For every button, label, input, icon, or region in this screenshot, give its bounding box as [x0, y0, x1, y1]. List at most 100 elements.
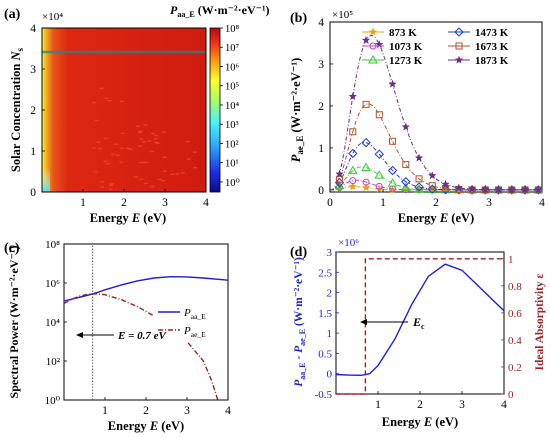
colorbar-title: Paa_E (W·m⁻²·eV⁻¹) [170, 3, 270, 19]
panel-c-xtick-label: 3 [184, 405, 190, 417]
series-marker [374, 170, 385, 179]
panel-b-xtick-label: 3 [486, 197, 492, 209]
heatmap-speck [114, 143, 119, 145]
panel-d-ytick-right-label: 1 [508, 254, 514, 266]
heatmap-speck [108, 188, 113, 191]
heatmap-speck [94, 119, 99, 122]
legend-label: 873 K [389, 27, 417, 39]
panel-d-ytick-left-label: 0 [327, 369, 333, 381]
series-marker [375, 182, 383, 190]
panel-c-legend: Paa_E Pae_E [154, 300, 226, 342]
panel-a: (a) ×10⁴ 1 2 3 4 0 1 2 3 4 Energy E (eV) Solar C… [4, 3, 270, 225]
panel-b-xlabel: Energy E (eV) [398, 211, 474, 225]
series-marker [402, 161, 410, 169]
series-line [63, 275, 229, 302]
series-marker [369, 42, 377, 50]
heatmap-speck [91, 147, 96, 149]
panel-b-frame [329, 21, 543, 193]
panel-c-xtick-label: 1 [102, 405, 108, 417]
panel-c-label: (c) [4, 241, 20, 256]
series-marker [361, 162, 371, 172]
series-marker [347, 165, 358, 175]
heatmap-speck [107, 99, 112, 102]
panel-d-ytick-left-label: 1 [327, 328, 333, 340]
legend-label: 1073 K [389, 41, 423, 53]
panel-d-ytick-left-label: 1.5 [318, 308, 332, 320]
panel-d-ylabel-left: Paa_E - Pae_E (W·m⁻²·eV⁻¹) [293, 257, 307, 387]
panel-d-xtick-label: 2 [417, 399, 423, 411]
panel-b-label: (b) [290, 11, 307, 26]
panel-d-ytick-right-label: 0.8 [508, 281, 522, 293]
series-marker [388, 79, 397, 88]
colorbar-tick-label: 10³ [225, 120, 239, 131]
series-marker [389, 137, 397, 145]
series-marker [348, 148, 358, 159]
heatmap-speck [162, 156, 167, 158]
series-marker [428, 182, 436, 190]
panel-b: (b) ×10⁵ 0 1 2 3 4 0 1 2 3 4 873 K 1473 K 1073 K 167… [289, 9, 545, 225]
heatmap-speck [139, 178, 144, 180]
heatmap-speck [138, 130, 143, 132]
panel-a-ytick-label: 3 [30, 64, 36, 76]
panel-d-xtick-label: 3 [459, 399, 465, 411]
panel-d-ylabel-right: Ideal Absorptivity ε [534, 273, 546, 370]
panel-d-y-exponent: ×10⁶ [338, 237, 359, 249]
heatmap-speck [157, 178, 162, 181]
heatmap-speck [139, 138, 144, 140]
colorbar-tick-label: 10⁵ [225, 82, 240, 93]
annotation-arrowhead-d [360, 319, 367, 325]
series-marker [401, 176, 411, 187]
series-marker [494, 185, 503, 194]
panel-d-label: (d) [290, 245, 307, 260]
heatmap-speck [115, 154, 120, 157]
series-marker [400, 182, 411, 191]
panel-c-xtick-label: 2 [143, 405, 149, 417]
series-marker [481, 185, 490, 194]
panel-d-xlabel: Energy E (eV) [382, 415, 458, 429]
heatmap-speck [193, 167, 198, 169]
panel-b-xtick-label: 0 [327, 197, 333, 209]
heatmap-specks [91, 87, 198, 191]
heatmap-speck [181, 172, 186, 174]
panel-a-xtick-label: 1 [80, 197, 86, 209]
heatmap-speck [121, 132, 126, 135]
heatmap-speck [119, 147, 124, 149]
heatmap-speck [170, 173, 175, 175]
series-marker [374, 149, 384, 159]
panel-c-series [63, 244, 229, 401]
heatmap-speck [99, 87, 104, 89]
series-marker [336, 175, 344, 183]
heatmap-speck [105, 163, 110, 165]
colorbar-tick-label: 10⁷ [225, 43, 240, 54]
heatmap-speck [175, 173, 180, 175]
panel-c-xtick-label: 4 [225, 405, 231, 417]
heatmap-low-band [42, 28, 50, 192]
panel-c-legend-box [154, 300, 226, 342]
panel-d-ytick-right-label: 0.4 [508, 335, 522, 347]
panel-d-series [335, 258, 505, 395]
panel-a-ytick-label: 1 [30, 146, 36, 158]
panel-b-xtick-label: 4 [539, 197, 545, 209]
series-marker [520, 185, 530, 194]
series-marker [361, 35, 371, 44]
panel-b-series [329, 34, 544, 195]
legend-label-paa: Paa_E [183, 307, 206, 321]
heatmap-speck [98, 147, 103, 150]
colorbar-tick-label: 10⁴ [225, 101, 240, 112]
heatmap-speck [99, 186, 104, 188]
panel-a-ylabel: Solar Concentration Ns [9, 47, 25, 172]
heatmap-speck [186, 158, 191, 160]
heatmap-speck [104, 137, 109, 140]
panel-b-ytick-label: 3 [318, 59, 324, 71]
panel-d-ytick-left-label: 2 [327, 288, 333, 300]
series-marker [454, 27, 464, 37]
series-marker [454, 55, 464, 64]
heatmap-speck [92, 101, 97, 104]
panel-b-ylabel: Pae_E(W·m⁻²·eV⁻¹) [289, 58, 305, 162]
panel-a-ytick-label: 2 [30, 105, 36, 117]
colorbar-tick-label: 10⁰ [225, 178, 240, 189]
heatmap-area [42, 28, 206, 192]
series-marker [349, 177, 357, 185]
heatmap-speck [193, 151, 198, 153]
panel-a-xlabel: Energy E (eV) [90, 211, 166, 225]
